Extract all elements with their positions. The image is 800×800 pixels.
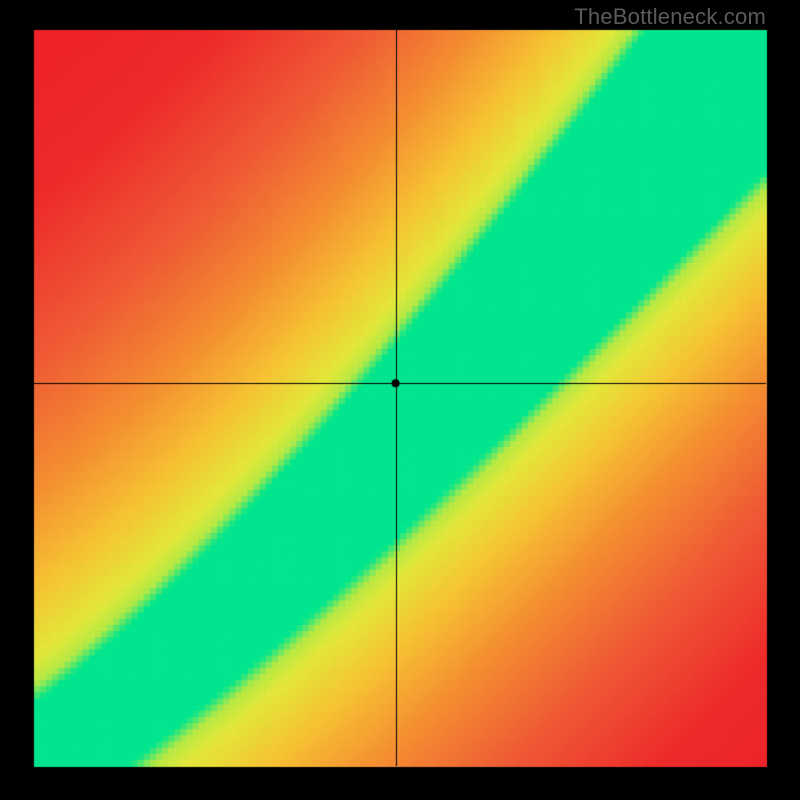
watermark-text: TheBottleneck.com: [574, 4, 766, 30]
stage: TheBottleneck.com: [0, 0, 800, 800]
heatmap-canvas: [0, 0, 800, 800]
